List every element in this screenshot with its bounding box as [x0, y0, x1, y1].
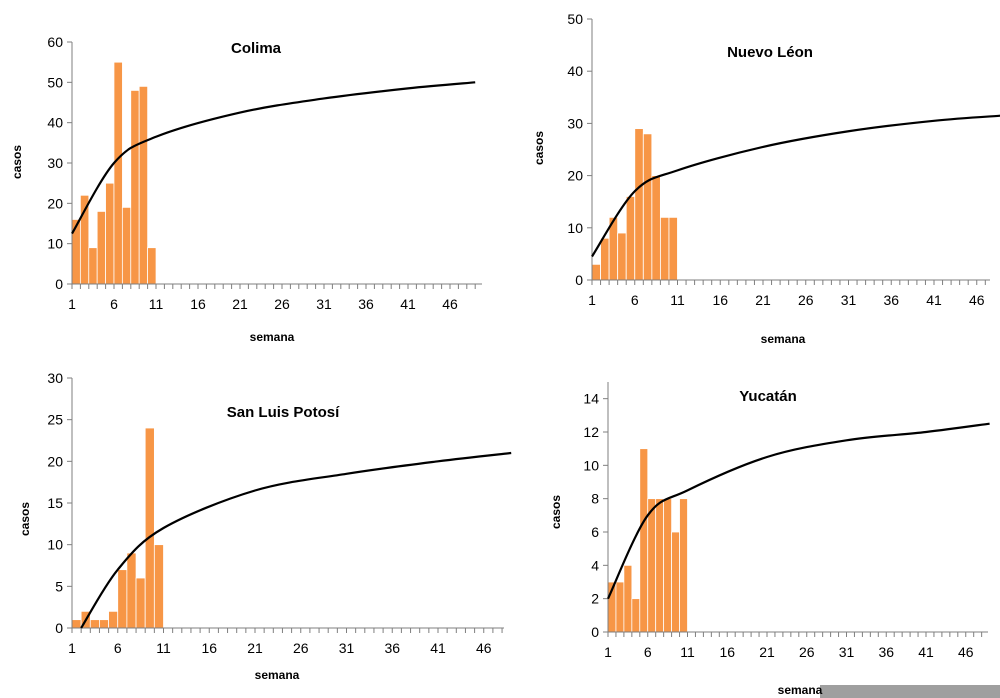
y-tick-label: 25 — [47, 412, 63, 428]
x-tick-label: 41 — [430, 640, 446, 656]
chart-title: Yucatán — [739, 388, 797, 405]
y-tick-label: 20 — [567, 168, 583, 184]
x-tick-label: 1 — [604, 644, 612, 660]
y-tick-label: 40 — [567, 63, 583, 79]
trendline — [80, 451, 512, 629]
x-tick-label: 36 — [384, 640, 400, 656]
x-tick-label: 1 — [588, 292, 596, 308]
x-tick-label: 6 — [644, 644, 652, 660]
x-tick-label: 26 — [274, 296, 290, 312]
x-tick-label: 26 — [799, 644, 815, 660]
bar — [647, 498, 657, 633]
chart-title: San Luis Potosí — [226, 404, 340, 421]
y-tick-label: 10 — [567, 220, 583, 236]
x-tick-label: 26 — [798, 292, 814, 308]
x-tick-label: 11 — [156, 640, 171, 656]
x-tick-label: 6 — [110, 296, 118, 312]
x-tick-label: 36 — [878, 644, 894, 660]
x-tick-label: 6 — [631, 292, 639, 308]
x-tick-label: 31 — [839, 644, 855, 660]
chart-title: Nuevo Léon — [727, 44, 813, 61]
x-tick-label: 1 — [68, 640, 76, 656]
x-tick-label: 21 — [247, 640, 263, 656]
y-tick-label: 8 — [591, 491, 599, 507]
x-tick-label: 6 — [114, 640, 122, 656]
x-tick-label: 21 — [232, 296, 248, 312]
chart-title: Colima — [230, 40, 282, 57]
y-tick-label: 5 — [55, 578, 63, 594]
x-tick-label: 31 — [841, 292, 857, 308]
y-tick-label: 14 — [583, 391, 599, 407]
x-tick-label: 16 — [719, 644, 735, 660]
x-tick-label: 46 — [476, 640, 492, 656]
x-tick-label: 16 — [201, 640, 217, 656]
x-tick-label: 26 — [293, 640, 309, 656]
y-tick-label: 0 — [55, 276, 63, 292]
trendline — [71, 81, 476, 235]
y-tick-label: 6 — [591, 524, 599, 540]
bar — [663, 498, 673, 633]
x-tick-label: 46 — [969, 292, 985, 308]
y-tick-label: 15 — [47, 495, 63, 511]
y-tick-label: 30 — [47, 370, 63, 386]
x-tick-label: 41 — [926, 292, 942, 308]
y-tick-label: 10 — [47, 537, 63, 553]
x-tick-label: 41 — [918, 644, 934, 660]
x-tick-label: 21 — [759, 644, 775, 660]
y-tick-label: 12 — [583, 424, 599, 440]
y-tick-label: 0 — [55, 620, 63, 636]
x-tick-label: 16 — [190, 296, 206, 312]
x-tick-label: 11 — [670, 292, 685, 308]
x-tick-label: 46 — [958, 644, 974, 660]
y-tick-label: 20 — [47, 453, 63, 469]
x-tick-label: 41 — [400, 296, 416, 312]
x-tick-label: 16 — [712, 292, 728, 308]
bar — [655, 498, 665, 633]
x-tick-label: 36 — [883, 292, 899, 308]
y-tick-label: 50 — [47, 74, 63, 90]
y-tick-label: 4 — [591, 557, 599, 573]
x-tick-label: 11 — [149, 296, 164, 312]
x-axis-label: semana — [254, 668, 300, 682]
trendline — [607, 422, 990, 600]
y-axis-label: casos — [549, 494, 563, 530]
y-tick-label: 10 — [47, 236, 63, 252]
x-tick-label: 46 — [442, 296, 458, 312]
chart-colima: 0 10 20 30 40 50 60 1 6 11 16 21 26 31 36 41 46 Colima s… — [0, 0, 500, 350]
bar — [639, 448, 649, 633]
y-tick-label: 30 — [567, 115, 583, 131]
x-tick-label: 36 — [358, 296, 374, 312]
bar — [615, 581, 625, 633]
y-tick-label: 2 — [591, 591, 599, 607]
x-tick-label: 31 — [316, 296, 332, 312]
gray-bar — [820, 685, 1000, 698]
trendline — [591, 114, 1000, 258]
bar — [671, 531, 680, 633]
x-axis-label: semana — [777, 683, 823, 697]
x-axis-label: semana — [249, 330, 295, 344]
x-tick-label: 11 — [680, 644, 695, 660]
chart-nuevo-leon: 0 10 20 30 40 50 1 6 11 16 21 26 31 36 41 46 Nuevo Léon… — [532, 11, 1000, 346]
y-tick-label: 0 — [591, 624, 599, 640]
y-tick-label: 40 — [47, 115, 63, 131]
y-tick-label: 50 — [567, 11, 583, 27]
y-tick-label: 0 — [575, 272, 583, 288]
x-tick-label: 21 — [755, 292, 771, 308]
x-tick-label: 1 — [68, 296, 76, 312]
y-tick-label: 10 — [583, 457, 599, 473]
bar — [623, 564, 633, 633]
y-tick-label: 60 — [47, 34, 63, 50]
x-axis-label: semana — [760, 332, 806, 346]
bar — [631, 598, 641, 633]
y-tick-label: 20 — [47, 195, 63, 211]
bar — [679, 498, 688, 633]
y-tick-label: 30 — [47, 155, 63, 171]
x-tick-label: 31 — [339, 640, 355, 656]
